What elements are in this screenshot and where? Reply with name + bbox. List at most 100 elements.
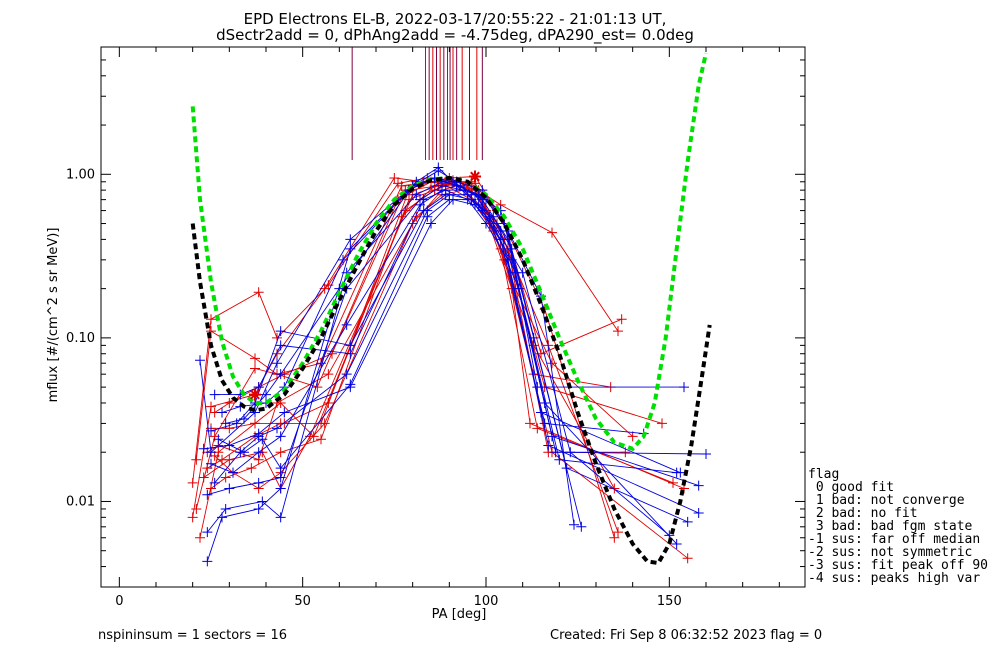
legend-item: 2 bad: no fit: [808, 506, 918, 521]
data-point-red: [253, 287, 264, 298]
data-point-red: [279, 418, 290, 429]
series-line-blue: [225, 177, 681, 474]
data-point-blue: [561, 463, 572, 474]
series-line-blue: [199, 170, 575, 525]
data-point-blue: [253, 477, 264, 488]
footer-right: Created: Fri Sep 8 06:32:52 2023 flag = …: [550, 628, 823, 643]
data-point-blue: [671, 538, 682, 549]
data-point-red: [206, 401, 216, 412]
series-line-blue: [218, 199, 688, 523]
data-point-blue: [257, 434, 268, 445]
data-point-red: [525, 418, 535, 429]
data-point-blue: [209, 477, 220, 488]
series-line-blue: [207, 185, 684, 496]
y-tick-label: 0.01: [66, 494, 95, 509]
data-point-blue: [202, 556, 213, 567]
series-line-blue: [210, 189, 699, 487]
data-point-blue: [682, 516, 693, 527]
legend-header: flag: [808, 467, 840, 482]
data-point-red: [312, 382, 323, 393]
fit-curve-black: [190, 175, 712, 566]
legend-item: 3 bad: bad fgm state: [808, 519, 973, 534]
data-point-red: [668, 477, 678, 488]
data-point-red: [220, 472, 231, 483]
chart-subtitle: dSectr2add = 0, dPhAng2add = -4.75deg, d…: [216, 26, 694, 45]
series-line-red: [207, 189, 626, 461]
data-point-blue: [536, 407, 546, 418]
data-point-red: [224, 397, 235, 408]
data-point-blue: [209, 389, 220, 400]
data-point-blue: [275, 472, 286, 483]
x-tick-label: 100: [474, 594, 499, 609]
data-point-blue: [272, 423, 282, 434]
series-line-blue: [206, 181, 678, 545]
plot-clipped: [187, 47, 712, 567]
data-point-blue: [565, 447, 576, 458]
data-point-blue: [213, 434, 224, 445]
data-point-blue: [275, 483, 286, 494]
legend-item: 1 bad: not converge: [808, 493, 965, 508]
x-tick-label: 150: [657, 594, 682, 609]
series-line-blue: [203, 199, 670, 536]
data-point-blue: [239, 447, 249, 458]
data-point-red: [389, 172, 400, 183]
data-point-blue: [224, 440, 235, 451]
data-point-blue: [198, 443, 209, 454]
data-point-blue: [231, 418, 242, 429]
data-point-blue: [345, 382, 356, 393]
legend-item: 0 good fit: [808, 480, 895, 495]
data-point-red: [609, 532, 620, 543]
axes: 0 50 100 150 0.01 0.10 1.00: [66, 46, 806, 609]
data-point-blue: [418, 194, 429, 205]
data-point-red: [272, 348, 282, 359]
data-point-red: [547, 358, 557, 369]
data-point-red: [613, 527, 623, 538]
data-point-red: [627, 431, 638, 442]
data-point-red: [323, 397, 334, 408]
data-point-red: [609, 483, 620, 494]
data-point-blue: [433, 162, 444, 173]
legend-item: -2 sus: not symmetric: [808, 545, 973, 560]
data-point-blue: [675, 467, 686, 478]
data-point-blue: [228, 467, 238, 478]
data-point-red: [195, 532, 205, 543]
data-point-red: [275, 447, 286, 458]
y-axis-label: mflux [#/(cm^2 s sr MeV)]: [46, 228, 61, 403]
star-marker: [469, 170, 481, 183]
data-point-red: [532, 423, 543, 434]
star-marker: [249, 388, 261, 401]
data-point-red: [319, 418, 330, 429]
legend-item: -1 sus: far off median: [808, 532, 981, 547]
data-point-blue: [206, 447, 216, 458]
data-point-blue: [275, 512, 286, 523]
data-point-red: [224, 454, 235, 465]
data-point-blue: [543, 440, 554, 451]
legend-item: -4 sus: peaks high var: [808, 571, 981, 586]
data-point-blue: [554, 454, 565, 465]
data-point-blue: [345, 348, 356, 359]
data-point-blue: [495, 226, 506, 237]
x-tick-label: 50: [294, 594, 311, 609]
series-line-blue: [210, 194, 707, 455]
data-point-blue: [569, 519, 579, 530]
data-point-blue: [275, 431, 286, 442]
data-point-red: [246, 463, 257, 474]
y-tick-label: 1.00: [66, 167, 95, 182]
data-point-red: [250, 353, 260, 364]
data-point-blue: [693, 508, 704, 519]
data-point-blue: [576, 521, 587, 532]
series-line-red: [207, 185, 611, 469]
data-point-blue: [220, 503, 231, 514]
data-point-blue: [470, 189, 480, 200]
data-point-blue: [345, 340, 356, 351]
data-point-blue: [345, 234, 356, 245]
legend-item: -3 sus: fit peak off 90: [808, 558, 989, 573]
data-point-blue: [422, 211, 433, 222]
data-point-blue: [272, 358, 282, 369]
data-point-blue: [279, 407, 290, 418]
data-point-blue: [693, 480, 704, 491]
data-point-blue: [206, 458, 216, 469]
series-line-red: [199, 181, 622, 538]
data-point-red: [191, 503, 202, 514]
